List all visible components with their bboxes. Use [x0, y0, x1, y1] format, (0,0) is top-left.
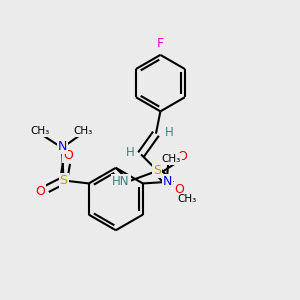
Text: O: O [177, 150, 187, 163]
Text: CH₃: CH₃ [73, 126, 92, 136]
Text: O: O [35, 185, 45, 198]
Text: H: H [165, 126, 174, 139]
Text: S: S [153, 164, 161, 177]
Text: O: O [174, 183, 184, 196]
Text: F: F [157, 37, 164, 50]
Text: S: S [59, 174, 68, 187]
Text: CH₃: CH₃ [161, 154, 181, 164]
Text: CH₃: CH₃ [30, 126, 50, 136]
Text: HN: HN [112, 175, 130, 188]
Text: CH₃: CH₃ [178, 194, 197, 204]
Text: O: O [63, 149, 73, 162]
Text: N: N [58, 140, 67, 153]
Text: N: N [163, 176, 172, 188]
Text: H: H [125, 146, 134, 159]
